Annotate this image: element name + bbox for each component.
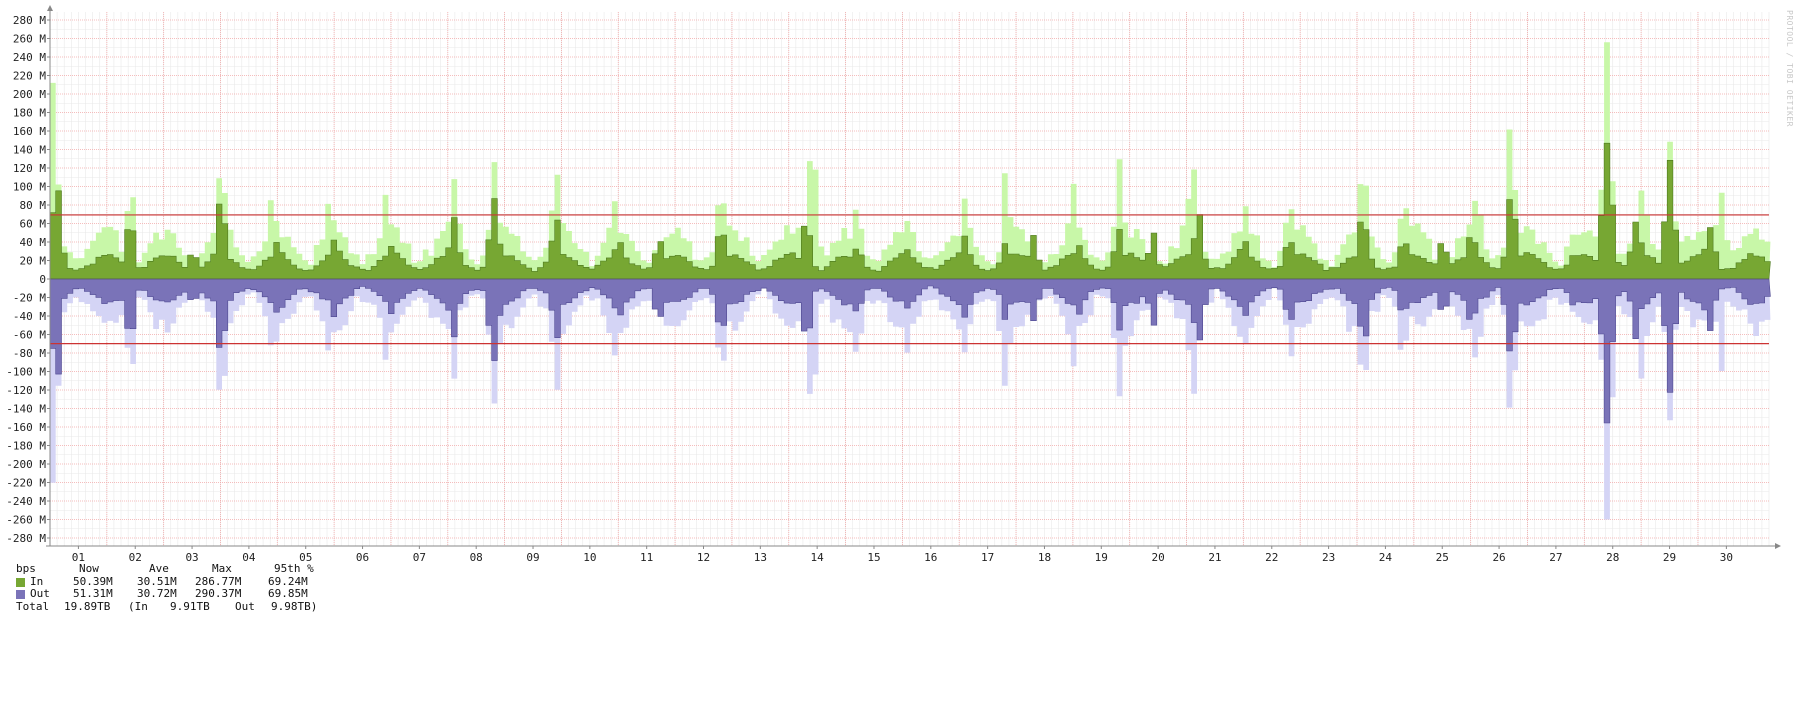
legend-total-in-label: (In [128, 599, 148, 613]
traffic-chart: 280 M 260 M 240 M 220 M 200 M 180 M 160 M 140 M… [6, 5, 1781, 564]
chart-legend: bps Now Ave Max 95th % In 50.39M 30.51M … [16, 562, 317, 614]
x-tick-label: 28 [1606, 551, 1619, 564]
legend-header-now: Now [79, 562, 99, 575]
y-tick-label: 140 M [13, 144, 46, 157]
x-tick-label: 30 [1720, 551, 1733, 564]
legend-row-total: Total 19.89TB (In 9.91TB Out 9.98TB) [16, 600, 317, 614]
y-tick-label: 60 M [20, 218, 47, 231]
legend-in-ave: 30.51M [137, 574, 177, 588]
x-tick-label: 24 [1379, 551, 1393, 564]
y-tick-label: 260 M [13, 33, 46, 46]
x-tick-label: 16 [924, 551, 937, 564]
y-axis-arrow [47, 5, 53, 11]
x-tick-label: 09 [526, 551, 539, 564]
out-color-swatch [16, 590, 25, 599]
legend-in-name: In [30, 574, 44, 588]
legend-in-now: 50.39M [73, 574, 113, 588]
x-tick-label: 19 [1095, 551, 1108, 564]
x-tick-label: 17 [981, 551, 994, 564]
y-tick-label: -80 M [13, 347, 46, 360]
y-tick-label: -120 M [6, 384, 46, 397]
y-tick-label: -280 M [6, 532, 46, 545]
y-tick-label: -40 M [13, 310, 46, 323]
y-tick-label: -60 M [13, 329, 46, 342]
x-axis-arrow [1775, 543, 1781, 549]
legend-unit: bps [16, 562, 36, 575]
x-tick-label: 21 [1208, 551, 1221, 564]
x-tick-label: 20 [1151, 551, 1164, 564]
series-in-avg-area [49, 142, 1771, 280]
y-tick-label: 280 M [13, 14, 46, 27]
x-tick-label: 29 [1663, 551, 1676, 564]
y-tick-label: -200 M [6, 458, 46, 471]
legend-header-p95: 95th % [274, 562, 314, 575]
y-tick-label: 160 M [13, 125, 46, 138]
x-tick-label: 25 [1436, 551, 1449, 564]
legend-out-name: Out [30, 587, 50, 600]
legend-in-max: 286.77M [195, 574, 242, 588]
x-tick-label: 06 [356, 551, 369, 564]
x-tick-label: 23 [1322, 551, 1335, 564]
y-tick-label: -180 M [6, 440, 46, 453]
y-tick-label: 180 M [13, 107, 46, 120]
y-tick-label: 80 M [20, 199, 47, 212]
y-tick-label: -100 M [6, 366, 46, 379]
x-tick-label: 12 [697, 551, 710, 564]
series-out-avg-area [49, 278, 1771, 424]
x-tick-label: 18 [1038, 551, 1051, 564]
legend-out-max: 290.37M [195, 587, 242, 600]
y-tick-label: -260 M [6, 514, 46, 527]
legend-total-value: 19.89TB [64, 599, 111, 613]
x-tick-label: 11 [640, 551, 653, 564]
y-tick-label: 120 M [13, 162, 46, 175]
y-tick-label: -20 M [13, 292, 46, 305]
y-tick-label: -160 M [6, 421, 46, 434]
x-tick-label: 03 [185, 551, 198, 564]
y-tick-label: -240 M [6, 495, 46, 508]
x-tick-label: 15 [867, 551, 880, 564]
rrdtool-watermark: PROTOOL / TOBI OETIKER [1785, 10, 1794, 127]
y-tick-label: 100 M [13, 181, 46, 194]
in-color-swatch [16, 577, 25, 587]
chart-series [49, 42, 1771, 520]
y-tick-label: -140 M [6, 403, 46, 416]
legend-total-label: Total [16, 599, 50, 613]
legend-out-now: 51.31M [73, 587, 113, 600]
x-tick-label: 07 [413, 551, 426, 564]
legend-in-p95: 69.24M [268, 574, 308, 588]
x-tick-label: 14 [811, 551, 825, 564]
y-tick-label: 240 M [13, 51, 46, 64]
legend-row-in: In 50.39M 30.51M 286.77M 69.24M [16, 574, 308, 589]
x-tick-label: 04 [242, 551, 256, 564]
x-tick-label: 13 [754, 551, 767, 564]
x-tick-label: 01 [72, 551, 85, 564]
legend-total-out: 9.98TB) [271, 599, 318, 613]
legend-out-ave: 30.72M [137, 587, 177, 600]
x-tick-label: 08 [470, 551, 483, 564]
y-tick-label: 200 M [13, 88, 46, 101]
legend-total-in: 9.91TB [170, 599, 210, 613]
legend-header-ave: Ave [149, 562, 169, 575]
x-tick-label: 26 [1492, 551, 1505, 564]
x-tick-label: 22 [1265, 551, 1278, 564]
chart-axes: 280 M 260 M 240 M 220 M 200 M 180 M 160 M 140 M… [6, 5, 1781, 564]
x-tick-label: 05 [299, 551, 312, 564]
legend-header-row: bps Now Ave Max 95th % [16, 562, 314, 576]
legend-row-out: Out 51.31M 30.72M 290.37M 69.85M [16, 587, 308, 601]
x-tick-label: 10 [583, 551, 596, 564]
y-tick-label: 40 M [20, 236, 47, 249]
x-tick-label: 27 [1549, 551, 1562, 564]
x-tick-label: 02 [129, 551, 142, 564]
legend-total-out-label: Out [235, 599, 255, 613]
y-tick-label: 20 M [20, 255, 47, 268]
y-tick-label: 0 [39, 273, 46, 286]
legend-out-p95: 69.85M [268, 587, 308, 600]
y-tick-label: 220 M [13, 70, 46, 83]
y-tick-label: -220 M [6, 477, 46, 490]
legend-header-max: Max [212, 562, 232, 575]
